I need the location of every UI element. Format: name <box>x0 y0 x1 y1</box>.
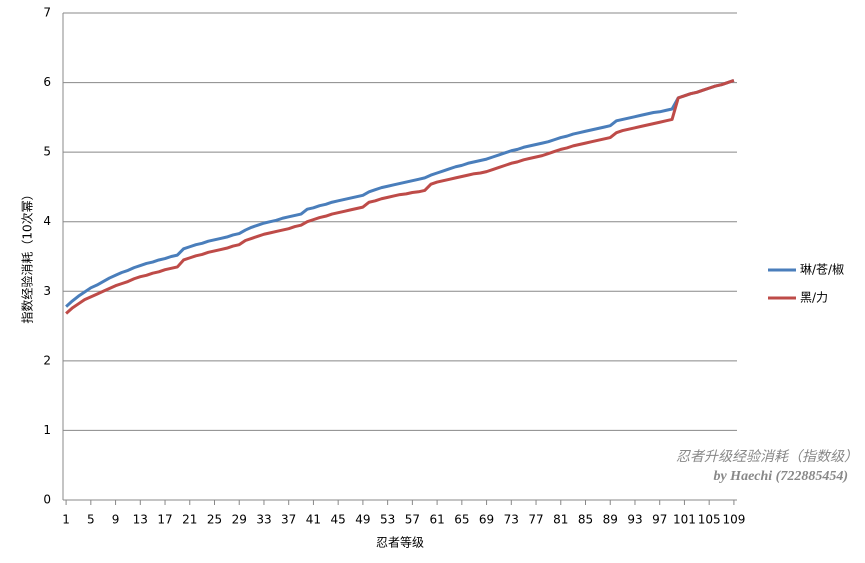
x-tick-label: 57 <box>405 513 420 527</box>
x-tick-label: 69 <box>479 513 494 527</box>
series-line <box>65 79 735 315</box>
x-tick-label: 37 <box>281 513 296 527</box>
y-tick-label: 6 <box>43 75 51 89</box>
x-tick-label: 53 <box>380 513 395 527</box>
x-tick-label: 29 <box>232 513 247 527</box>
x-tick-label: 109 <box>722 513 745 527</box>
y-tick-label: 3 <box>43 284 51 298</box>
legend-label: 黑/力 <box>800 291 828 305</box>
x-tick-label: 9 <box>112 513 120 527</box>
x-tick-label: 85 <box>578 513 593 527</box>
x-tick-label: 65 <box>454 513 469 527</box>
x-tick-label: 41 <box>306 513 321 527</box>
y-tick-label: 5 <box>43 145 51 159</box>
x-tick-label: 17 <box>157 513 172 527</box>
legend-label: 琳/苍/椒 <box>800 263 844 277</box>
y-axis-title: 指数经验消耗（10次幂） <box>20 188 35 323</box>
y-tick-label: 1 <box>43 423 51 437</box>
y-tick-label: 4 <box>43 214 51 228</box>
x-axis-title: 忍者等级 <box>376 536 424 550</box>
x-tick-label: 21 <box>182 513 197 527</box>
watermark: 忍者升级经验消耗（指数级） <box>676 449 858 465</box>
x-tick-label: 73 <box>504 513 519 527</box>
x-tick-label: 45 <box>331 513 346 527</box>
x-tick-label: 25 <box>207 513 222 527</box>
x-tick-label: 1 <box>62 513 70 527</box>
x-tick-label: 89 <box>603 513 618 527</box>
x-tick-label: 13 <box>133 513 148 527</box>
y-tick-label: 2 <box>43 353 51 367</box>
series-line <box>65 79 735 308</box>
x-tick-label: 49 <box>355 513 370 527</box>
x-tick-label: 105 <box>698 513 721 527</box>
x-tick-label: 93 <box>627 513 642 527</box>
watermark: by Haechi (722885454) <box>713 469 848 484</box>
x-tick-label: 61 <box>429 513 444 527</box>
x-tick-label: 97 <box>652 513 667 527</box>
y-tick-label: 0 <box>43 493 51 507</box>
y-tick-label: 7 <box>43 6 51 20</box>
x-tick-label: 77 <box>528 513 543 527</box>
x-tick-label: 81 <box>553 513 568 527</box>
x-tick-label: 33 <box>256 513 271 527</box>
x-tick-label: 5 <box>87 513 95 527</box>
x-tick-label: 101 <box>673 513 696 527</box>
